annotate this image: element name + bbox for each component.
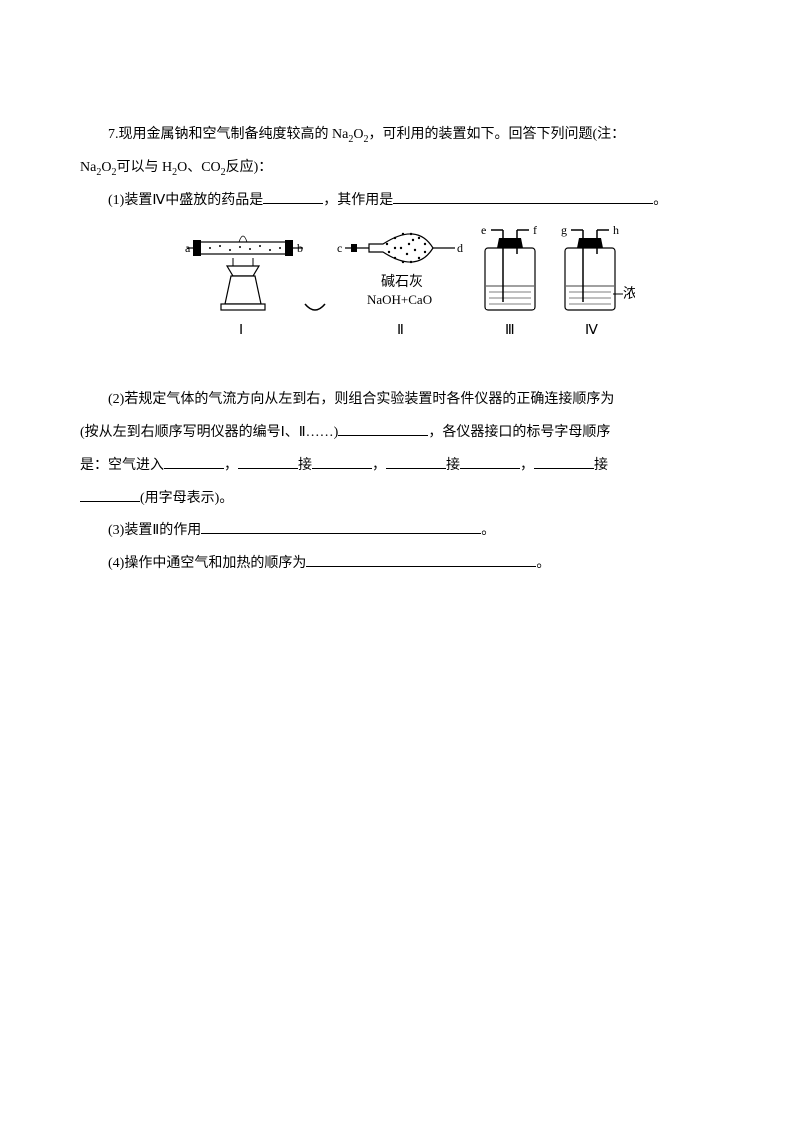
- blank-2[interactable]: [393, 187, 653, 204]
- intro-text-a: 现用金属钠和空气制备纯度较高的 Na: [119, 127, 349, 142]
- part-1: (1)装置Ⅳ中盛放的药品是 ，其作用是 。: [80, 186, 720, 217]
- blank-5[interactable]: [238, 452, 298, 469]
- p2-g: (用字母表示)。: [140, 491, 233, 506]
- p2-c: ，各仪器接口的标号字母顺序: [428, 425, 610, 440]
- c2: ，: [372, 458, 386, 473]
- p2-a: (2)若规定气体的气流方向从左到右，则组合实验装置时各件仪器的正确连接顺序为: [108, 392, 614, 407]
- blank-3[interactable]: [338, 419, 428, 436]
- label-f: f: [533, 224, 537, 237]
- p1-b: ，其作用是: [323, 193, 393, 208]
- j3: 接: [594, 458, 608, 473]
- blank-1[interactable]: [263, 187, 323, 204]
- p3-b: 。: [481, 523, 495, 538]
- apparatus-3: e f Ⅲ: [481, 224, 537, 338]
- p2-b: (按从左到右顺序写明仪器的编号Ⅰ、Ⅱ……): [80, 425, 338, 440]
- part-2b: (按从左到右顺序写明仪器的编号Ⅰ、Ⅱ……) ，各仪器接口的标号字母顺序: [80, 418, 720, 449]
- label-g: g: [561, 224, 567, 237]
- label-d: d: [457, 241, 463, 255]
- acid-label: 浓硫酸: [623, 286, 635, 302]
- apparatus-1: a b Ⅰ: [185, 236, 325, 338]
- part-2c: 是：空气进入 ， 接 ， 接 ， 接: [80, 451, 720, 482]
- j2: 接: [446, 458, 460, 473]
- blank-11[interactable]: [201, 518, 481, 535]
- blank-8[interactable]: [460, 452, 520, 469]
- note-line: Na2O2可以与 H2O、CO2反应)：: [80, 153, 720, 184]
- intro-text-c: ，可利用的装置如下。回答下列问题(注：: [368, 127, 625, 142]
- p1-c: 。: [653, 193, 667, 208]
- question-intro: 7.现用金属钠和空气制备纯度较高的 Na2O2，可利用的装置如下。回答下列问题(…: [80, 120, 720, 151]
- blank-12[interactable]: [306, 550, 536, 567]
- p4-b: 。: [536, 556, 550, 571]
- blank-7[interactable]: [386, 452, 446, 469]
- q-number: 7.: [108, 127, 119, 142]
- note-b: O: [101, 160, 111, 175]
- blank-10[interactable]: [80, 485, 140, 502]
- label-h: h: [613, 224, 619, 237]
- note-d: O、CO: [177, 160, 221, 175]
- formula-label: NaOH+CaO: [367, 292, 432, 307]
- apparatus-4: g h Ⅳ: [561, 224, 623, 338]
- c1: ，: [224, 458, 238, 473]
- roman-2: Ⅱ: [397, 323, 404, 338]
- blank-4[interactable]: [164, 452, 224, 469]
- part-4: (4)操作中通空气和加热的顺序为 。: [80, 549, 720, 580]
- part-2d: (用字母表示)。: [80, 484, 720, 515]
- blank-6[interactable]: [312, 452, 372, 469]
- label-e: e: [481, 224, 486, 237]
- j1: 接: [298, 458, 312, 473]
- roman-3: Ⅲ: [505, 323, 515, 338]
- note-a: Na: [80, 160, 96, 175]
- p2-d: 是：空气进入: [80, 458, 164, 473]
- intro-text-b: O: [353, 127, 363, 142]
- part-3: (3)装置Ⅱ的作用 。: [80, 516, 720, 547]
- blank-9[interactable]: [534, 452, 594, 469]
- p3-a: (3)装置Ⅱ的作用: [108, 523, 201, 538]
- note-c: 可以与 H: [116, 160, 172, 175]
- roman-4: Ⅳ: [585, 323, 598, 338]
- apparatus-diagram: a b Ⅰ: [80, 224, 720, 377]
- diagram-svg: a b Ⅰ: [165, 224, 635, 364]
- part-2a: (2)若规定气体的气流方向从左到右，则组合实验装置时各件仪器的正确连接顺序为: [80, 385, 720, 416]
- soda-label: 碱石灰: [381, 274, 423, 290]
- roman-1: Ⅰ: [239, 323, 243, 338]
- p4-a: (4)操作中通空气和加热的顺序为: [108, 556, 306, 571]
- label-c: c: [337, 241, 342, 255]
- c3: ，: [520, 458, 534, 473]
- apparatus-2: c d 碱石灰 NaOH+CaO Ⅱ: [337, 233, 463, 338]
- note-e: 反应)：: [226, 160, 273, 175]
- p1-a: (1)装置Ⅳ中盛放的药品是: [108, 193, 263, 208]
